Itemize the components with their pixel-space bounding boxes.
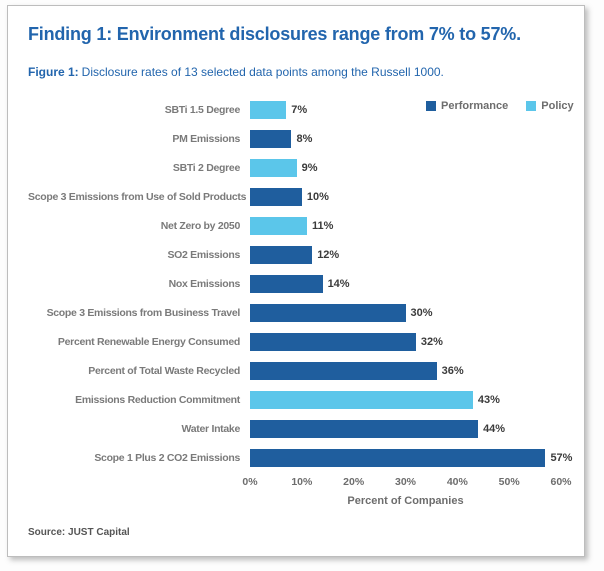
- bar-policy: [250, 216, 308, 235]
- value-label: 10%: [306, 190, 329, 203]
- bar-performance: [250, 448, 546, 467]
- bar-policy: [250, 158, 297, 177]
- category-label: Scope 3 Emissions from Use of Sold Produ…: [28, 190, 247, 203]
- value-label: 44%: [483, 422, 506, 435]
- chart-row: Scope 1 Plus 2 CO2 Emissions 57%: [28, 443, 584, 472]
- chart-rows: SBTi 1.5 Degree 7% PM Emissions 8% SBTi 2 De…: [28, 95, 584, 472]
- bar-track: 14%: [250, 274, 568, 293]
- category-label: Scope 3 Emissions from Business Travel: [46, 306, 241, 319]
- bar-performance: [250, 419, 479, 438]
- x-axis-tick: 50%: [498, 476, 520, 488]
- bar-track: 32%: [250, 332, 568, 351]
- performance-swatch-icon: [426, 101, 436, 111]
- chart-row: Nox Emissions 14%: [28, 269, 584, 298]
- bar-track: 30%: [250, 303, 568, 322]
- figure-caption: Figure 1: Disclosure rates of 13 selected…: [28, 65, 584, 79]
- category-label: Emissions Reduction Commitment: [75, 393, 240, 406]
- chart-row: Scope 3 Emissions from Business Travel 30…: [28, 298, 584, 327]
- figure-caption-text: Disclosure rates of 13 selected data poi…: [81, 65, 444, 79]
- figure-card: Finding 1: Environment disclosures range…: [7, 5, 585, 557]
- category-label: Scope 1 Plus 2 CO2 Emissions: [94, 451, 240, 464]
- category-label: Water Intake: [181, 422, 241, 435]
- chart-row: SO2 Emissions 12%: [28, 240, 584, 269]
- legend-label-policy: Policy: [541, 100, 574, 112]
- bar-policy: [250, 390, 473, 409]
- bar-performance: [250, 274, 323, 293]
- category-label: SBTi 1.5 Degree: [164, 103, 241, 116]
- legend-label-performance: Performance: [441, 100, 509, 112]
- x-axis-tick: 30%: [394, 476, 417, 488]
- bar-track: 8%: [250, 129, 568, 148]
- bar-policy: [250, 100, 287, 119]
- value-label: 14%: [327, 277, 350, 290]
- bar-performance: [250, 361, 437, 380]
- bar-performance: [250, 332, 416, 351]
- value-label: 11%: [312, 219, 334, 232]
- chart-legend: Performance Policy: [426, 100, 574, 112]
- value-label: 9%: [301, 161, 318, 174]
- chart-row: Net Zero by 2050 11%: [28, 211, 584, 240]
- bar-track: 12%: [250, 245, 568, 264]
- category-label: Percent Renewable Energy Consumed: [57, 335, 240, 348]
- category-label: Nox Emissions: [168, 277, 241, 290]
- bar-track: 36%: [250, 361, 568, 380]
- category-label: Net Zero by 2050: [160, 219, 241, 232]
- chart-row: Emissions Reduction Commitment 43%: [28, 385, 584, 414]
- chart-row: Percent Renewable Energy Consumed 32%: [28, 327, 584, 356]
- bar-track: 11%: [250, 216, 568, 235]
- bar-performance: [250, 303, 406, 322]
- value-label: 32%: [420, 335, 443, 348]
- bar-performance: [250, 129, 292, 148]
- figure-label: Figure 1:: [28, 65, 79, 79]
- x-axis-label: Percent of Companies: [347, 495, 464, 507]
- legend-item-performance: Performance: [426, 100, 508, 112]
- bar-track: 9%: [250, 158, 568, 177]
- x-axis-tick: 20%: [343, 476, 365, 488]
- x-axis-ticks: 0% 10% 20% 30% 40% 50% 60%: [242, 476, 571, 491]
- chart-row: SBTi 2 Degree 9%: [28, 153, 584, 182]
- chart-row: Scope 3 Emissions from Use of Sold Produ…: [28, 182, 584, 211]
- value-label: 36%: [441, 364, 464, 377]
- bar-track: 44%: [250, 419, 568, 438]
- value-label: 30%: [410, 306, 433, 319]
- legend-item-policy: Policy: [526, 100, 574, 112]
- x-axis-tick: 40%: [446, 476, 468, 488]
- chart-row: PM Emissions 8%: [28, 124, 584, 153]
- value-label: 43%: [477, 393, 500, 406]
- value-label: 7%: [291, 103, 308, 116]
- x-axis-tick: 0%: [242, 476, 258, 488]
- bar-track: 57%: [250, 448, 572, 467]
- chart-row: Percent of Total Waste Recycled 36%: [28, 356, 584, 385]
- bar-performance: [250, 245, 313, 264]
- value-label: 57%: [550, 451, 573, 464]
- category-label: SO2 Emissions: [167, 248, 240, 261]
- value-label: 8%: [296, 132, 313, 145]
- source-note: Source: JUST Capital: [28, 527, 130, 538]
- value-label: 12%: [317, 248, 340, 261]
- x-axis-tick: 10%: [291, 476, 313, 488]
- bar-track: 7%: [250, 100, 568, 119]
- policy-swatch-icon: [526, 101, 537, 111]
- bar-chart: Performance Policy SBTi 1.5 Degree 7% PM E…: [28, 95, 584, 507]
- category-label: PM Emissions: [172, 132, 240, 145]
- bar-track: 10%: [250, 187, 568, 206]
- category-label: Percent of Total Waste Recycled: [88, 364, 240, 377]
- bar-track: 43%: [250, 390, 568, 409]
- x-axis-tick: 60%: [550, 476, 572, 488]
- finding-title: Finding 1: Environment disclosures range…: [28, 24, 521, 44]
- chart-row: SBTi 1.5 Degree 7%: [28, 95, 584, 124]
- category-label: SBTi 2 Degree: [172, 161, 240, 174]
- chart-row: Water Intake 44%: [28, 414, 584, 443]
- bar-performance: [250, 187, 302, 206]
